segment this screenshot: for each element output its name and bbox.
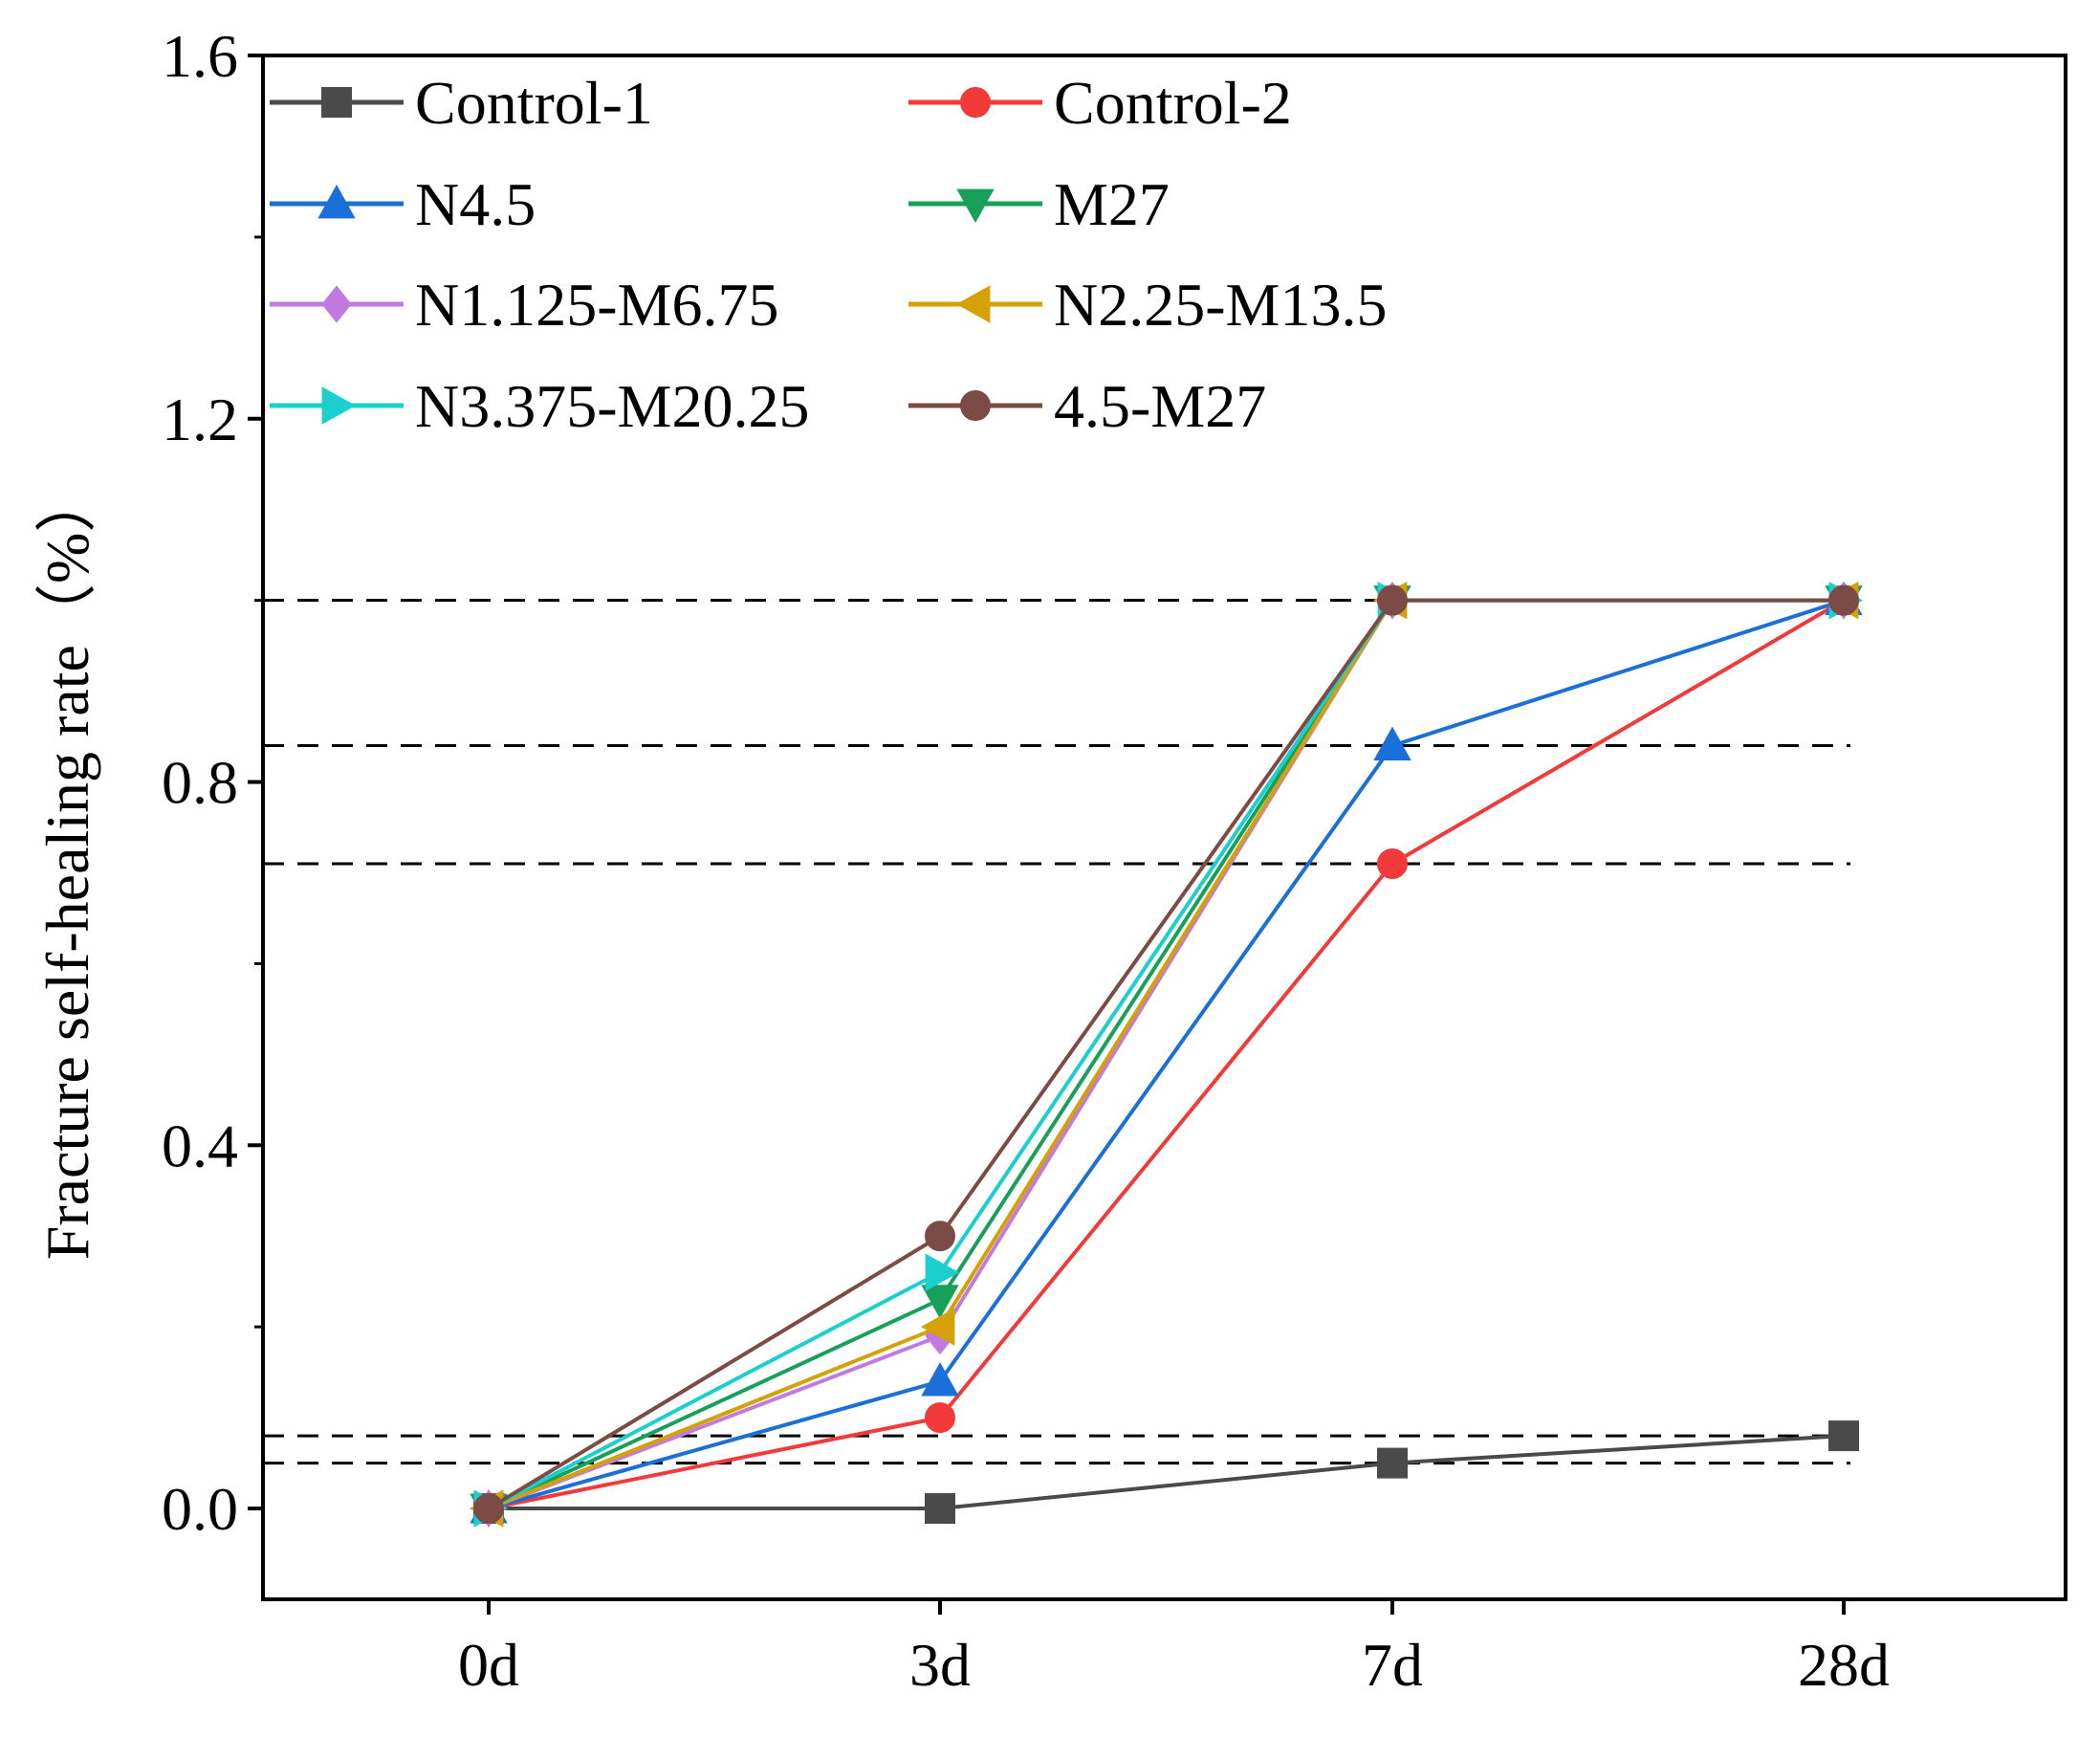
data-point	[1377, 584, 1408, 616]
legend-marker	[321, 285, 352, 323]
data-point	[925, 1402, 955, 1434]
legend-label: N1.125-M6.75	[415, 271, 778, 339]
legend-label: N3.375-M20.25	[415, 372, 809, 440]
series-line	[488, 598, 1845, 1510]
series-line	[488, 598, 1844, 1510]
x-tick-label: 0d	[458, 1631, 519, 1699]
legend-marker	[955, 285, 991, 323]
legend-marker	[960, 390, 991, 421]
legend-marker	[321, 87, 352, 118]
series-M27	[470, 585, 1863, 1529]
series-N3.375-M20.25	[473, 581, 1864, 1528]
data-point	[925, 1253, 960, 1291]
series-line	[488, 598, 1844, 1510]
series-N1.125-M6.75	[473, 582, 1859, 1528]
y-tick-label: 1.6	[162, 22, 238, 90]
legend-marker	[956, 188, 995, 224]
legend-marker	[321, 386, 357, 425]
series-line	[487, 598, 1844, 1510]
legend-item: Control-1	[270, 69, 653, 137]
series-Control-2	[473, 584, 1859, 1525]
data-point	[1373, 726, 1411, 760]
legend-item: N3.375-M20.25	[270, 372, 809, 440]
data-point	[1377, 847, 1408, 879]
y-tick-label: 0.0	[162, 1475, 238, 1543]
legend-item: M27	[908, 170, 1170, 238]
legend-marker	[960, 87, 991, 118]
y-tick-label: 0.8	[162, 749, 238, 817]
plot-frame	[261, 54, 2067, 1601]
data-point	[920, 1308, 955, 1346]
series-N4.5	[470, 581, 1863, 1524]
series-line	[488, 598, 1844, 1510]
data-point	[1377, 1447, 1408, 1479]
legend-label: 4.5-M27	[1054, 372, 1266, 440]
data-point	[921, 1285, 959, 1319]
legend-item: N4.5	[270, 170, 536, 238]
legend-label: N4.5	[415, 170, 536, 238]
series-line	[488, 598, 1846, 1511]
data-point	[1828, 1420, 1859, 1452]
legend-marker	[317, 184, 356, 219]
legend-item: Control-2	[908, 69, 1292, 137]
legend-item: N1.125-M6.75	[270, 271, 778, 339]
legend-item: N2.25-M13.5	[908, 271, 1387, 339]
y-tick-label: 0.4	[162, 1111, 238, 1179]
data-point	[925, 1493, 955, 1525]
series-layer	[469, 581, 1864, 1529]
x-tick-label: 7d	[1362, 1631, 1423, 1699]
y-axis-title: Fracture self-healing rate（%）	[33, 472, 101, 1261]
data-point	[473, 1493, 504, 1525]
series-line	[489, 1434, 1845, 1511]
legend-label: Control-2	[1054, 69, 1292, 137]
series-4.5-M27	[473, 584, 1859, 1525]
series-N2.25-M13.5	[469, 581, 1859, 1528]
series-line	[488, 598, 1844, 1510]
legend-item: 4.5-M27	[908, 372, 1266, 440]
legend-label: Control-1	[415, 69, 653, 137]
legend-label: M27	[1054, 170, 1170, 238]
x-tick-label: 3d	[909, 1631, 971, 1699]
data-point	[1828, 584, 1859, 616]
reference-lines	[263, 599, 1850, 1465]
legend: Control-1 Control-2 N4.5 M27 N1.125-M6.75 N2.…	[270, 69, 1387, 440]
axes: 0.0 0.4 0.8 1.2 1.6 0d 3d 7d 28d Fracture self-he…	[33, 22, 2067, 1699]
y-tick-label: 1.2	[162, 385, 238, 453]
legend-label: N2.25-M13.5	[1054, 271, 1387, 339]
data-point	[921, 1362, 959, 1397]
data-point	[925, 1221, 955, 1252]
x-tick-label: 28d	[1798, 1631, 1890, 1699]
